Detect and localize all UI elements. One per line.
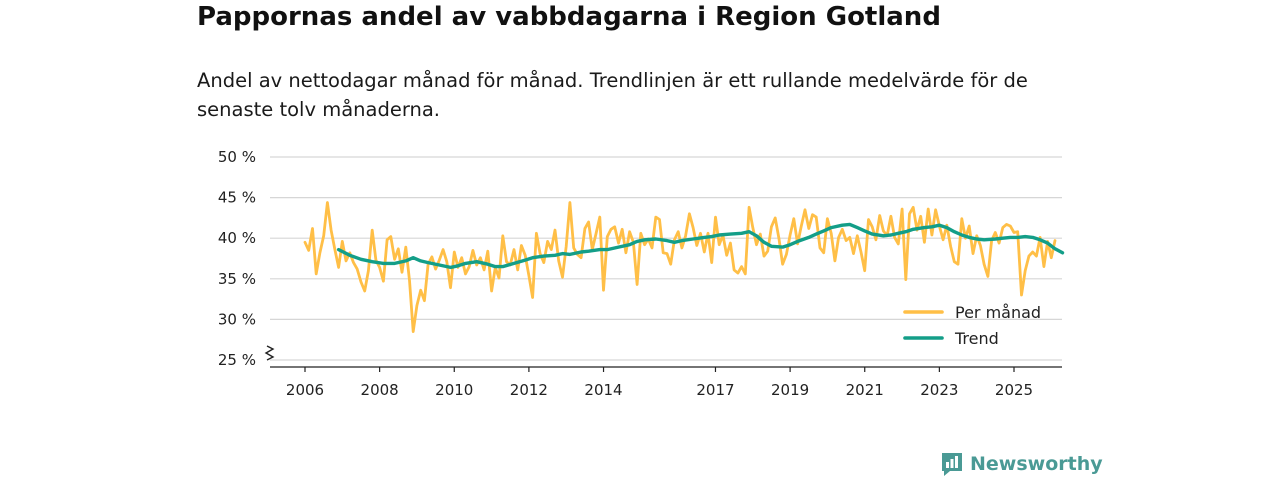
y-tick-label: 30 % xyxy=(218,310,256,328)
chart-series xyxy=(303,201,1065,333)
chart-subtitle: Andel av nettodagar månad för månad. Tre… xyxy=(197,69,1028,121)
y-tick-label: 50 % xyxy=(218,148,256,166)
axis-break-icon xyxy=(264,345,275,361)
x-tick-label: 2025 xyxy=(995,381,1033,399)
x-tick-label: 2019 xyxy=(771,381,809,399)
line-chart: 25 % 30 % 35 % 40 % 45 % 50 % 2006 2008 2010 201… xyxy=(218,148,1065,399)
gridlines xyxy=(270,156,1062,361)
y-tick-label: 35 % xyxy=(218,270,256,288)
y-axis-ticks: 25 % 30 % 35 % 40 % 45 % 50 % xyxy=(218,148,275,369)
series-line-trend xyxy=(336,222,1065,270)
legend-label: Trend xyxy=(954,329,999,348)
newsworthy-icon xyxy=(942,453,962,476)
x-tick-label: 2021 xyxy=(846,381,884,399)
x-tick-label: 2014 xyxy=(584,381,622,399)
brand-name: Newsworthy xyxy=(970,453,1103,475)
legend-label: Per månad xyxy=(955,303,1041,322)
chart-title: Pappornas andel av vabbdagarna i Region … xyxy=(197,2,941,32)
chart-legend: Per månad Trend xyxy=(903,303,1041,348)
x-tick-label: 2008 xyxy=(361,381,399,399)
x-tick-label: 2006 xyxy=(286,381,324,399)
newsworthy-logo[interactable]: Newsworthy xyxy=(940,451,1103,477)
y-tick-label: 40 % xyxy=(218,229,256,247)
x-tick-label: 2012 xyxy=(510,381,548,399)
x-tick-label: 2023 xyxy=(920,381,958,399)
y-tick-label: 25 % xyxy=(218,351,256,369)
x-tick-label: 2017 xyxy=(696,381,734,399)
x-axis: 2006 2008 2010 2012 2014 2017 2019 2021 2023 2025 xyxy=(270,366,1062,399)
y-tick-label: 45 % xyxy=(218,189,256,207)
x-tick-label: 2010 xyxy=(435,381,473,399)
